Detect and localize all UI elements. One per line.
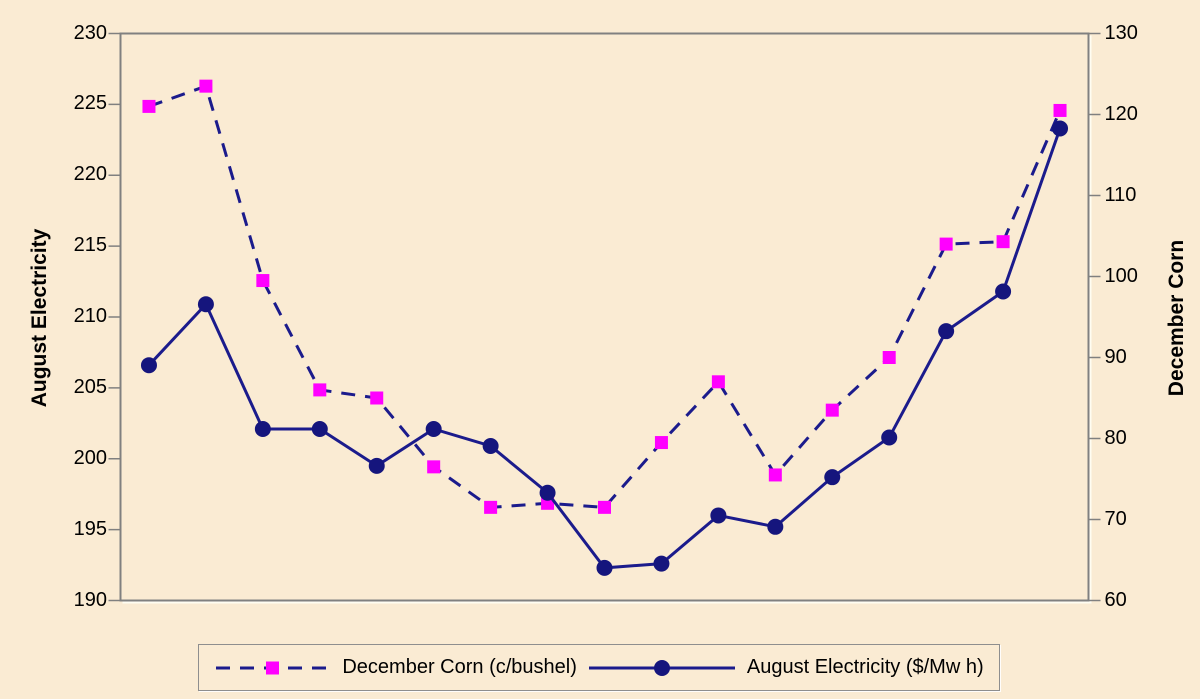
legend-dashed-line-square-marker-sample <box>214 659 332 677</box>
right-axis-tick-90: 90 <box>1104 345 1127 368</box>
right-axis-tick-60: 60 <box>1104 588 1127 611</box>
right-axis-tick-120: 120 <box>1104 102 1138 125</box>
left-axis-title: August Electricity <box>28 228 51 408</box>
legend: December Corn (c/bushel) August Electric… <box>198 644 1000 691</box>
legend-solid-line-circle-marker-sample <box>587 659 737 677</box>
right-axis-title: December Corn <box>1165 239 1188 397</box>
left-axis-tick-225: 225 <box>73 92 107 115</box>
legend-label-august-electricity: August Electricity ($/Mw h) <box>746 656 984 678</box>
left-axis-tick-200: 200 <box>73 446 107 469</box>
right-axis-tick-110: 110 <box>1104 183 1137 206</box>
right-axis-tick-130: 130 <box>1104 21 1138 44</box>
left-axis-tick-220: 220 <box>73 163 107 186</box>
left-axis-tick-195: 195 <box>73 517 107 540</box>
right-axis-tick-80: 80 <box>1104 426 1127 449</box>
left-axis-tick-205: 205 <box>73 375 107 398</box>
right-axis-tick-70: 70 <box>1104 507 1127 530</box>
left-axis-tick-215: 215 <box>73 234 107 257</box>
right-axis-tick-100: 100 <box>1104 264 1138 287</box>
left-axis-tick-190: 190 <box>73 588 107 611</box>
left-axis-tick-230: 230 <box>73 21 107 44</box>
left-axis-tick-210: 210 <box>73 305 107 327</box>
legend-label-december-corn: December Corn (c/bushel) <box>342 656 577 678</box>
